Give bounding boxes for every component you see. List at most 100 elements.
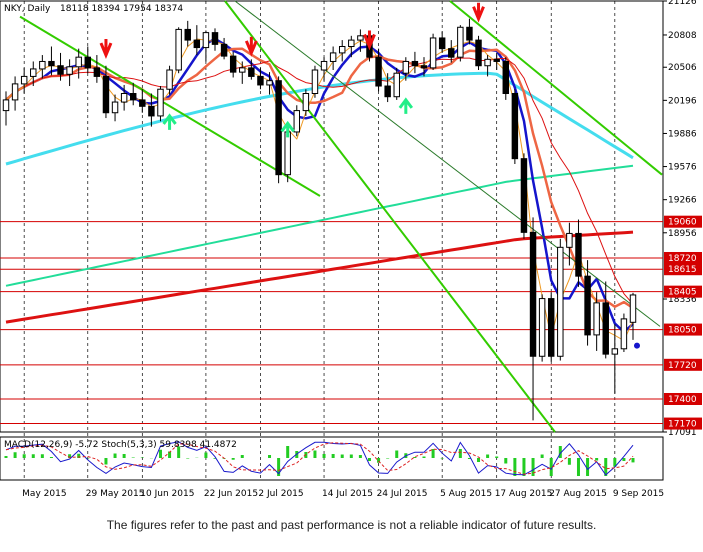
macd-bar [168, 451, 172, 458]
ma-orange [5, 47, 634, 310]
candle-body [120, 93, 128, 103]
macd-bar [422, 456, 426, 458]
level-label-text: 18720 [668, 254, 697, 264]
y-tick-label: 18956 [668, 229, 697, 239]
macd-bar [240, 455, 244, 458]
candle-body [420, 65, 428, 69]
main-panel-border [0, 0, 664, 433]
candle-body [66, 66, 73, 75]
candle-body [311, 69, 319, 95]
candle-body [466, 26, 473, 41]
macd-bar [40, 454, 44, 458]
x-tick-label: 27 Aug 2015 [549, 489, 607, 499]
candle-body [202, 32, 210, 49]
signal-arrows [99, 2, 640, 349]
candle-body [257, 75, 264, 86]
candle-body [338, 46, 346, 54]
macd-bar [613, 458, 617, 467]
candle-body [429, 37, 437, 69]
candle-body [448, 48, 455, 58]
y-tick-label: 20196 [668, 96, 697, 106]
macd-bar [122, 454, 126, 458]
macd-bar [495, 456, 499, 458]
candle-body [538, 298, 546, 357]
x-tick-label: 24 Jul 2015 [377, 489, 428, 499]
candle-body [357, 35, 364, 41]
macd-bar [576, 458, 580, 476]
candle-body [329, 52, 337, 62]
candle-body [484, 58, 491, 67]
candle-body [175, 28, 182, 71]
candle-body [139, 99, 146, 107]
ma-blue [5, 37, 634, 334]
candle-body [111, 101, 119, 114]
macd-bar [622, 458, 626, 461]
candle-body [157, 88, 164, 117]
macd-bar [531, 458, 535, 476]
y-tick-label: 19886 [668, 129, 697, 139]
macd-bar [595, 458, 599, 461]
level-label-box [664, 251, 702, 264]
y-tick-label: 20506 [668, 63, 697, 73]
candle-body [475, 39, 482, 67]
candle-body [602, 302, 609, 355]
macd-bar [158, 449, 162, 458]
candle-body [229, 55, 237, 73]
macd-bar [631, 458, 635, 463]
macd-bar [367, 458, 371, 461]
macd-bar [13, 452, 17, 458]
level-label-box [664, 285, 702, 298]
x-tick-label: 2 Jul 2015 [258, 489, 303, 499]
macd-bar [386, 458, 390, 459]
current-point-marker [634, 342, 640, 349]
macd-bar [486, 454, 490, 458]
x-tick-label: 10 Jun 2015 [140, 489, 194, 499]
candle-body [566, 232, 573, 248]
macd-bar [177, 446, 181, 458]
y-tick-label: 19576 [668, 163, 697, 173]
macd-bar [586, 458, 590, 476]
trendline-thin [234, 0, 661, 327]
macd-bar [104, 458, 108, 465]
candle-body [57, 65, 64, 75]
candle-body [184, 28, 191, 41]
stoch-k-line [5, 441, 634, 476]
level-label-text: 17400 [668, 395, 697, 405]
disclaimer-text: The figures refer to the past and past p… [106, 518, 597, 532]
candle-body [248, 67, 255, 77]
candle-body [211, 32, 219, 45]
macd-bar [467, 458, 471, 459]
candle-body [284, 131, 291, 176]
candle-body [129, 93, 137, 101]
x-tick-label: 14 Jul 2015 [322, 489, 373, 499]
macd-bar [558, 446, 562, 458]
macd-bar [340, 454, 344, 458]
level-label-text: 17170 [668, 420, 697, 430]
macd-bar [431, 449, 435, 458]
candle-body [75, 56, 82, 68]
down-arrow-icon [363, 30, 376, 51]
level-label-text: 17720 [668, 361, 697, 371]
y-tick-label: 18336 [668, 295, 697, 305]
macd-bar [231, 458, 235, 460]
up-arrow-icon [398, 97, 414, 114]
candle-body [93, 67, 101, 77]
macd-bar [567, 458, 571, 465]
candle-body [375, 56, 382, 87]
candle-body [39, 60, 46, 70]
macd-bar [413, 457, 417, 458]
candle-body [411, 60, 419, 67]
trendline-falling-1 [19, 15, 321, 197]
macd-bar [331, 454, 335, 458]
macd-bar [49, 457, 53, 458]
macd-bar [377, 458, 381, 463]
candle-body [20, 75, 28, 85]
candle-body [11, 83, 19, 101]
candle-body [193, 39, 201, 49]
level-label-box [664, 263, 702, 276]
indicator-panel-border [0, 436, 664, 481]
macd-bar [604, 458, 608, 476]
x-tick-label: 22 Jun 2015 [204, 489, 258, 499]
